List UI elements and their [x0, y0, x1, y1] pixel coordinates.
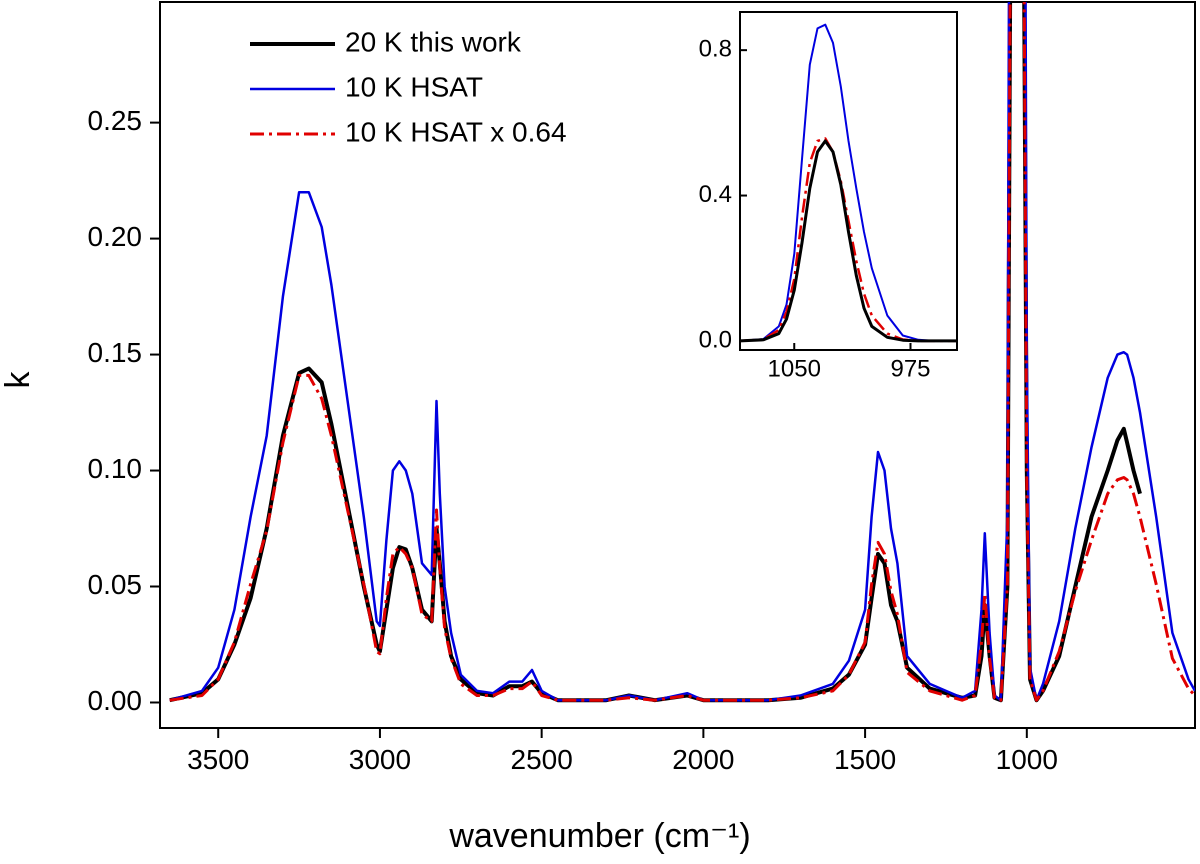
series-line	[169, 2, 1195, 702]
series-line	[740, 23, 957, 342]
y-tick-label: 0.15	[88, 337, 143, 368]
series-line	[740, 139, 957, 343]
x-tick-label: 1000	[996, 744, 1058, 775]
y-tick-label: 0.10	[88, 453, 143, 484]
x-tick-label: 1050	[768, 356, 821, 383]
legend-label: 10 K HSAT	[345, 71, 483, 102]
x-tick-label: 3500	[187, 744, 249, 775]
plot-frame	[739, 11, 958, 351]
legend-label: 20 K this work	[345, 26, 522, 57]
legend-label: 10 K HSAT x 0.64	[345, 116, 567, 147]
y-tick-label: 0.00	[88, 685, 143, 716]
x-tick-label: 1500	[834, 744, 896, 775]
plot-lines	[740, 23, 957, 343]
x-tick-label: 2500	[511, 744, 573, 775]
plot-lines	[169, 2, 1195, 703]
y-tick-label: 0.25	[88, 105, 143, 136]
plot-frame	[159, 1, 1196, 729]
x-tick-label: 2000	[672, 744, 734, 775]
y-tick-label: 0.4	[699, 181, 732, 208]
y-axis-label: k	[0, 371, 37, 389]
y-tick-label: 0.05	[88, 569, 143, 600]
x-tick-label: 975	[890, 356, 930, 383]
y-tick-label: 0.8	[699, 36, 732, 63]
x-tick-label: 3000	[349, 744, 411, 775]
y-tick-label: 0.0	[699, 326, 732, 353]
y-tick-label: 0.20	[88, 221, 143, 252]
x-axis-label: wavenumber (cm⁻¹)	[448, 817, 750, 855]
